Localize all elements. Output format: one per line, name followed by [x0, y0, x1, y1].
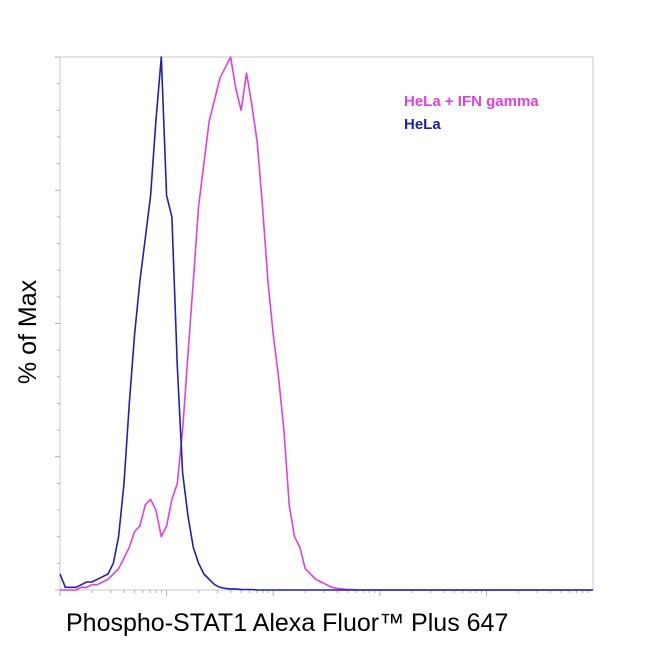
x-axis-label: Phospho-STAT1 Alexa Fluor™ Plus 647: [66, 609, 508, 637]
legend-entry-hela: HeLa: [404, 116, 441, 133]
series-layer: [59, 56, 593, 591]
series-line-hela: [59, 56, 593, 591]
y-axis-label: % of Max: [14, 279, 42, 384]
y-axis-ticks: [55, 56, 60, 591]
legend-entry-hela-ifn: HeLa + IFN gamma: [404, 93, 539, 110]
series-line-hela-ifn-gamma: [60, 56, 593, 591]
plot-frame: [59, 56, 594, 591]
x-axis-ticks: [59, 590, 589, 596]
